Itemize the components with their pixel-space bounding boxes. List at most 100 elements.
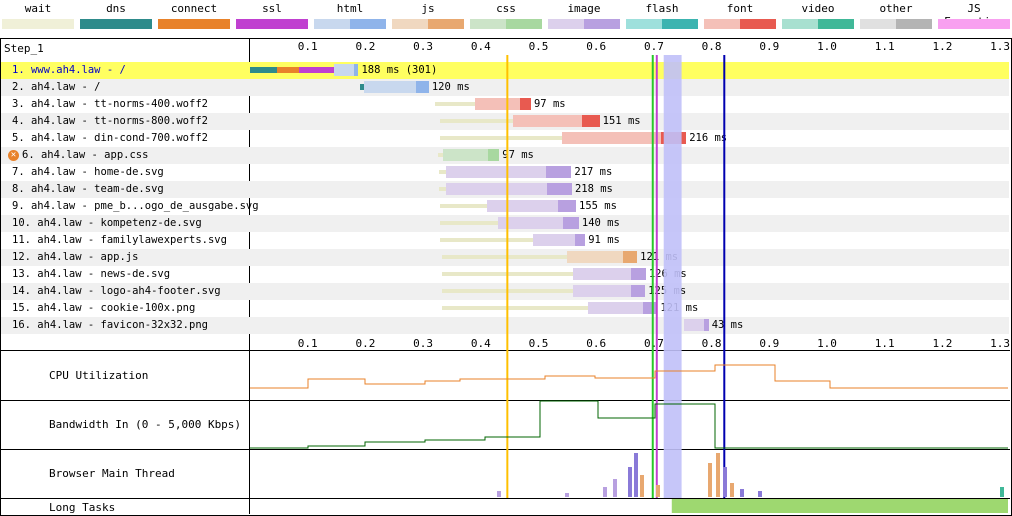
request-label[interactable]: 14. ah4.law - logo-ah4-footer.svg [12,285,221,297]
download-bar [703,319,709,331]
table-row[interactable] [1,79,1009,96]
step-label: Step_1 [4,42,44,55]
request-label[interactable]: 13. ah4.law - news-de.svg [12,268,171,280]
legend-label: js [421,2,435,15]
legend-item-dns: dns [78,0,154,32]
request-bar[interactable] [587,302,644,314]
request-bar[interactable] [443,149,489,161]
legend-swatch [236,19,308,29]
legend-item-wait: wait [0,0,76,32]
request-label[interactable]: 8. ah4.law - team-de.svg [12,183,164,195]
request-bar[interactable] [567,251,624,263]
legend-label: html [336,2,364,15]
request-bar[interactable] [363,81,416,93]
request-bar[interactable] [446,183,547,195]
wait-bar [439,170,447,174]
time-tick: 0.1 [297,337,318,350]
wait-bar [442,306,588,310]
duration-label: 216 ms [689,132,728,144]
request-bar[interactable] [446,166,547,178]
duration-label: 97 ms [533,98,566,110]
request-label[interactable]: 7. ah4.law - home-de.svg [12,166,164,178]
legend-label: connect [170,2,218,15]
time-tick: 1.0 [817,40,837,53]
error-icon: ✕ [8,150,19,161]
request-label[interactable]: 1. www.ah4.law - / [12,64,126,76]
legend-item-connect: connect [156,0,232,32]
table-row[interactable] [1,317,1009,334]
time-tick: 0.1 [297,40,318,53]
request-label[interactable]: 2. ah4.law - / [12,81,101,93]
time-tick: 0.6 [586,40,607,53]
duration-label: 125 ms [648,285,687,297]
legend-label: wait [24,2,52,15]
download-bar [623,251,638,263]
duration-label: 188 ms (301) [361,64,438,76]
legend-item-font: font [702,0,778,32]
time-tick: 1.2 [932,337,953,350]
time-tick: 1.3 [990,40,1011,53]
legend-swatch [548,19,620,29]
request-label[interactable]: 5. ah4.law - din-cond-700.woff2 [12,132,208,144]
table-row[interactable] [1,147,1009,164]
wait-bar [442,289,574,293]
legend-item-js-execution: JS Execution [936,0,1012,32]
download-bar [631,268,646,280]
request-bar[interactable] [512,115,583,127]
request-label[interactable]: 4. ah4.law - tt-norms-800.woff2 [12,115,208,127]
bandwidth-title: Bandwidth In (0 - 5,000 Kbps) [49,418,242,431]
time-tick: 0.4 [470,40,491,53]
time-tick: 0.5 [528,40,549,53]
download-bar [353,64,359,76]
legend-item-js: js [390,0,466,32]
legend-swatch [392,19,464,29]
request-bar[interactable] [573,268,632,280]
duration-label: 97 ms [502,149,534,161]
time-tick: 0.7 [643,40,664,53]
time-tick: 0.8 [701,40,722,53]
request-bar[interactable] [475,98,520,110]
time-tick: 0.8 [701,337,722,350]
wait-bar [442,272,574,276]
request-label[interactable]: 9. ah4.law - pme_b...ogo_de_ausgabe.svg [12,200,259,212]
download-bar [558,200,576,212]
legend-item-image: image [546,0,622,32]
request-bar[interactable] [561,132,662,144]
legend-label: css [496,2,516,15]
request-bar[interactable] [573,285,631,297]
download-bar [488,149,500,161]
legend-label: font [726,2,754,15]
time-tick: 1.0 [817,337,837,350]
download-bar [643,302,658,314]
legend-swatch [470,19,542,29]
request-label[interactable]: 10. ah4.law - kompetenz-de.svg [12,217,202,229]
legend-label: ssl [262,2,282,15]
download-bar [630,285,646,297]
request-bar[interactable] [333,64,354,76]
legend-item-css: css [468,0,544,32]
request-label[interactable]: 11. ah4.law - familylawexperts.svg [12,234,227,246]
request-label[interactable]: 12. ah4.law - app.js [12,251,139,263]
request-bar[interactable] [486,200,559,212]
request-label[interactable]: 3. ah4.law - tt-norms-400.woff2 [12,98,208,110]
request-bar[interactable] [532,234,575,246]
time-tick: 0.2 [355,40,376,53]
legend-swatch [80,19,152,29]
legend-label: flash [645,2,679,15]
long-tasks-title: Long Tasks [49,501,116,514]
wait-bar [440,204,487,208]
request-bar[interactable] [683,319,704,331]
download-bar [582,115,600,127]
duration-label: 121 ms [640,251,679,263]
request-bar[interactable] [498,217,563,229]
table-row[interactable] [1,62,1009,79]
request-label[interactable]: 6. ah4.law - app.css [22,149,149,161]
request-label[interactable]: 15. ah4.law - cookie-100x.png [12,302,196,314]
request-label[interactable]: 16. ah4.law - favicon-32x32.png [12,319,208,331]
legend-swatch [2,19,74,29]
wait-bar [442,255,568,259]
timing-segment [299,67,334,73]
legend-item-html: html [312,0,388,32]
wait-bar [439,187,447,191]
legend-swatch [626,19,698,29]
